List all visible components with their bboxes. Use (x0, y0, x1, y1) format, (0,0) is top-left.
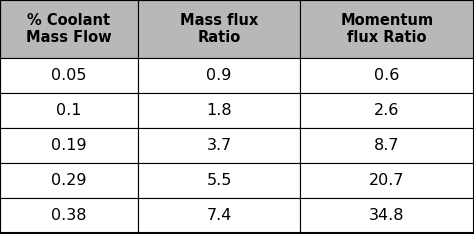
Bar (300, 198, 474, 233)
Bar (138, 58, 300, 93)
Text: 7.4: 7.4 (206, 208, 232, 223)
Text: 34.8: 34.8 (369, 208, 405, 223)
Bar (138, 0, 300, 58)
Bar (0, 163, 138, 198)
Text: 0.38: 0.38 (51, 208, 87, 223)
Text: 2.6: 2.6 (374, 103, 400, 118)
Text: 0.9: 0.9 (206, 68, 232, 83)
Bar (300, 163, 474, 198)
Text: 20.7: 20.7 (369, 173, 405, 188)
Text: 8.7: 8.7 (374, 138, 400, 153)
Bar (138, 128, 300, 163)
Bar (0, 58, 138, 93)
Text: Mass flux
Ratio: Mass flux Ratio (180, 13, 258, 45)
Bar (300, 93, 474, 128)
Text: 0.05: 0.05 (51, 68, 87, 83)
Bar (0, 0, 138, 58)
Bar (300, 0, 474, 58)
Text: 0.19: 0.19 (51, 138, 87, 153)
Bar (0, 198, 138, 233)
Bar (0, 93, 138, 128)
Bar (0, 128, 138, 163)
Text: 0.6: 0.6 (374, 68, 400, 83)
Bar (300, 128, 474, 163)
Text: Momentum
flux Ratio: Momentum flux Ratio (340, 13, 434, 45)
Text: 5.5: 5.5 (206, 173, 232, 188)
Bar (138, 93, 300, 128)
Text: % Coolant
Mass Flow: % Coolant Mass Flow (26, 13, 112, 45)
Text: 1.8: 1.8 (206, 103, 232, 118)
Bar (138, 198, 300, 233)
Text: 0.1: 0.1 (56, 103, 82, 118)
Text: 0.29: 0.29 (51, 173, 87, 188)
Text: 3.7: 3.7 (206, 138, 232, 153)
Bar (300, 58, 474, 93)
Bar (138, 163, 300, 198)
